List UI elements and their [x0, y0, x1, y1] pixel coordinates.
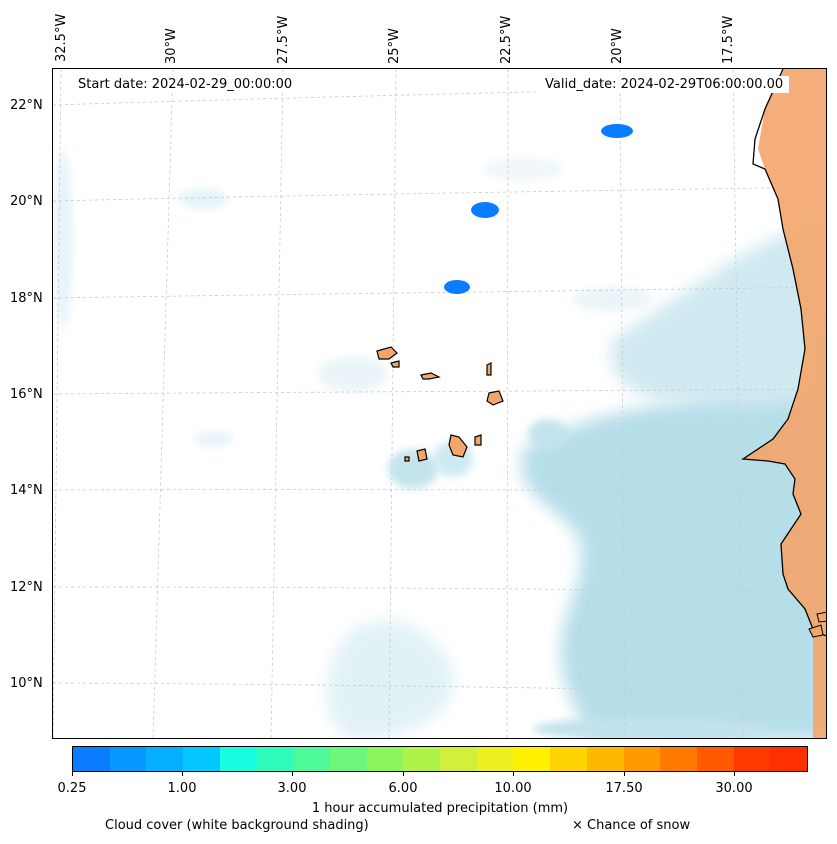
lon-label-20w: 20°W	[610, 28, 625, 64]
colorbar-segment	[476, 747, 514, 771]
island-santo-antao	[376, 346, 398, 360]
colorbar-segment	[293, 747, 330, 771]
lon-label-30w: 30°W	[164, 28, 179, 64]
colorbar-segment	[770, 747, 808, 771]
graticule	[53, 69, 826, 738]
colorbar-segment	[623, 747, 661, 771]
cloud-patch-cv-south	[388, 449, 438, 489]
colorbar-tickmark	[72, 772, 73, 776]
cloud-patch-mid	[528, 419, 568, 449]
precipitation-cells	[444, 124, 633, 294]
lon-label-17-5w: 17.5°W	[721, 15, 736, 64]
colorbar-segment	[660, 747, 697, 771]
colorbar-segment	[550, 747, 587, 771]
bissau-islands	[808, 611, 826, 638]
valid-date-label: Valid_date: 2024-02-29T06:00:00.00	[539, 76, 790, 93]
lat-label-16n: 16°N	[10, 387, 43, 402]
colorbar-segment	[256, 747, 294, 771]
cloud-patch-west	[193, 431, 233, 447]
colorbar-tick-10-00: 10.00	[494, 781, 532, 796]
cloud-patch-center	[318, 356, 388, 392]
cloud-mass-south	[521, 310, 826, 738]
colorbar-segment	[219, 747, 257, 771]
island-brava	[404, 456, 410, 462]
lon-label-22-5w: 22.5°W	[499, 15, 514, 64]
cloud-patch-northwest	[178, 189, 228, 209]
lat-label-10n: 10°N	[10, 676, 43, 691]
island-sal	[486, 362, 492, 376]
colorbar-tickmark	[513, 772, 514, 776]
colorbar-title: 1 hour accumulated precipitation (mm)	[311, 801, 569, 816]
cloud-cover-note: Cloud cover (white background shading)	[105, 818, 369, 833]
lon-label-27-5w: 27.5°W	[276, 15, 291, 64]
colorbar-tick-1-00: 1.00	[167, 781, 197, 796]
colorbar-tickmark	[292, 772, 293, 776]
colorbar-segment	[403, 747, 441, 771]
colorbar-tickmark	[734, 772, 735, 776]
cape-verde-islands	[376, 346, 504, 462]
precipitation-colorbar	[72, 746, 808, 772]
colorbar-tick-3-00: 3.00	[277, 781, 307, 796]
cloud-patch-southwest	[326, 621, 455, 738]
map-panel[interactable]	[52, 68, 827, 739]
colorbar-tick-0-25: 0.25	[57, 781, 87, 796]
island-santiago	[448, 434, 468, 458]
colorbar-segment	[146, 747, 184, 771]
map-canvas	[53, 69, 826, 738]
lat-label-18n: 18°N	[10, 291, 43, 306]
start-date-label: Start date: 2024-02-29_00:00:00	[72, 76, 299, 93]
colorbar-tickmark	[624, 772, 625, 776]
colorbar-segment	[329, 747, 367, 771]
colorbar-tick-30-00: 30.00	[715, 781, 753, 796]
colorbar-segment	[109, 747, 147, 771]
lat-label-14n: 14°N	[10, 483, 43, 498]
colorbar-segment	[73, 747, 110, 771]
precip-cell-3	[444, 280, 470, 294]
colorbar-tick-17-50: 17.50	[605, 781, 643, 796]
island-sao-vicente	[390, 360, 400, 368]
island-boa-vista	[486, 390, 504, 406]
colorbar-segment	[513, 747, 551, 771]
cloud-patch-north	[483, 157, 563, 181]
cloud-patch-north2	[573, 287, 653, 311]
island-maio	[474, 434, 482, 446]
colorbar-segment	[586, 747, 624, 771]
lat-label-20n: 20°N	[10, 194, 43, 209]
colorbar-tickmark	[182, 772, 183, 776]
cloud-cover-shading	[53, 149, 826, 738]
colorbar-segment	[733, 747, 771, 771]
lon-label-32-5w: 32.5°W	[54, 13, 69, 62]
snow-chance-note: × Chance of snow	[572, 818, 691, 833]
cloud-patch-left-edge	[53, 149, 73, 329]
lat-label-12n: 12°N	[10, 580, 43, 595]
colorbar-segment	[440, 747, 477, 771]
cloud-mass-east	[610, 219, 826, 407]
lat-label-22n: 22°N	[10, 98, 43, 113]
cloud-patch-bottom	[533, 717, 773, 738]
colorbar-tick-6-00: 6.00	[388, 781, 418, 796]
west-africa-land	[741, 69, 826, 738]
island-sao-nicolau	[420, 372, 441, 380]
precip-cell-1	[601, 124, 633, 138]
colorbar-segment	[696, 747, 734, 771]
colorbar-segment	[366, 747, 404, 771]
colorbar-tickmark	[403, 772, 404, 776]
lon-label-25w: 25°W	[387, 28, 402, 64]
precip-cell-2	[471, 202, 499, 218]
colorbar-segment	[183, 747, 220, 771]
island-fogo	[416, 448, 428, 462]
